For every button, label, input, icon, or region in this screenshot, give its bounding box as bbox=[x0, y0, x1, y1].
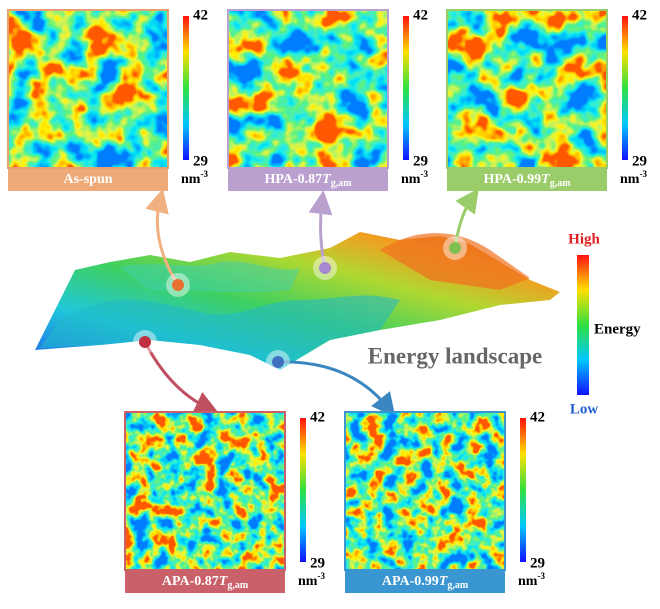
heatmap-border bbox=[124, 411, 286, 571]
heatmap bbox=[446, 9, 608, 169]
label-prefix: APA-0.87 bbox=[162, 574, 219, 589]
label-bar bbox=[228, 169, 388, 191]
label-var: T bbox=[541, 172, 551, 187]
colorbar-max: 42 bbox=[413, 7, 428, 23]
colorbar-min: 29 bbox=[530, 555, 545, 571]
label-bar bbox=[8, 169, 168, 191]
label-var: T bbox=[439, 574, 449, 589]
unit-base: nm bbox=[298, 574, 318, 589]
energy-label: Energy bbox=[594, 321, 641, 337]
label-prefix: As-spun bbox=[63, 172, 112, 187]
label-prefix: HPA-0.99 bbox=[483, 172, 541, 187]
colorbar bbox=[622, 16, 628, 160]
high-label: High bbox=[568, 231, 600, 247]
unit-base: nm bbox=[401, 172, 421, 187]
heatmap-border bbox=[446, 9, 608, 169]
heatmap bbox=[7, 9, 169, 169]
unit-exp: -3 bbox=[537, 571, 545, 581]
energy-surface bbox=[35, 232, 560, 370]
colorbar-min: 29 bbox=[632, 153, 647, 169]
label-var: T bbox=[219, 574, 229, 589]
colorbar-unit: nm-3 bbox=[298, 571, 325, 589]
label-bar bbox=[447, 169, 607, 191]
arrows bbox=[143, 188, 479, 418]
colorbar bbox=[403, 16, 409, 160]
unit-base: nm bbox=[620, 172, 640, 187]
heatmap-border bbox=[344, 411, 506, 571]
panel-label: APA-0.99Tg,am bbox=[382, 574, 469, 591]
unit-exp: -3 bbox=[317, 571, 325, 581]
colorbar-max: 42 bbox=[632, 7, 647, 23]
low-label: Low bbox=[570, 401, 599, 417]
colorbar-unit: nm-3 bbox=[518, 571, 545, 589]
heatmap bbox=[124, 411, 286, 571]
colorbar-min: 29 bbox=[193, 153, 208, 169]
colorbar bbox=[183, 16, 189, 160]
panel-label: As-spun bbox=[63, 172, 112, 187]
label-prefix: APA-0.99 bbox=[382, 574, 439, 589]
colorbar bbox=[300, 418, 306, 562]
heatmap bbox=[344, 411, 506, 571]
label-sub: g,am bbox=[550, 178, 572, 189]
label-prefix: HPA-0.87 bbox=[264, 172, 322, 187]
colorbar-min: 29 bbox=[310, 555, 325, 571]
colorbar-min: 29 bbox=[413, 153, 428, 169]
colorbar-unit: nm-3 bbox=[181, 169, 208, 187]
panel-label: APA-0.87Tg,am bbox=[162, 574, 249, 591]
label-sub: g,am bbox=[227, 580, 249, 591]
colorbar-max: 42 bbox=[193, 7, 208, 23]
energy-colorbar bbox=[577, 255, 589, 395]
heatmap bbox=[227, 9, 389, 169]
landscape-title: Energy landscape bbox=[368, 343, 542, 368]
label-sub: g,am bbox=[447, 580, 469, 591]
colorbar-max: 42 bbox=[530, 409, 545, 425]
colorbar-unit: nm-3 bbox=[401, 169, 428, 187]
colorbar-unit: nm-3 bbox=[620, 169, 647, 187]
panel-label: HPA-0.87Tg,am bbox=[264, 172, 352, 189]
panel-label: HPA-0.99Tg,am bbox=[483, 172, 571, 189]
label-bar bbox=[345, 571, 505, 593]
unit-exp: -3 bbox=[200, 169, 208, 179]
unit-base: nm bbox=[518, 574, 538, 589]
unit-exp: -3 bbox=[420, 169, 428, 179]
label-var: T bbox=[322, 172, 332, 187]
heatmap-border bbox=[7, 9, 169, 169]
unit-exp: -3 bbox=[639, 169, 647, 179]
label-bar bbox=[125, 571, 285, 593]
colorbar bbox=[520, 418, 526, 562]
colorbar-max: 42 bbox=[310, 409, 325, 425]
label-sub: g,am bbox=[331, 178, 353, 189]
unit-base: nm bbox=[181, 172, 201, 187]
markers bbox=[133, 236, 467, 374]
heatmap-border bbox=[227, 9, 389, 169]
